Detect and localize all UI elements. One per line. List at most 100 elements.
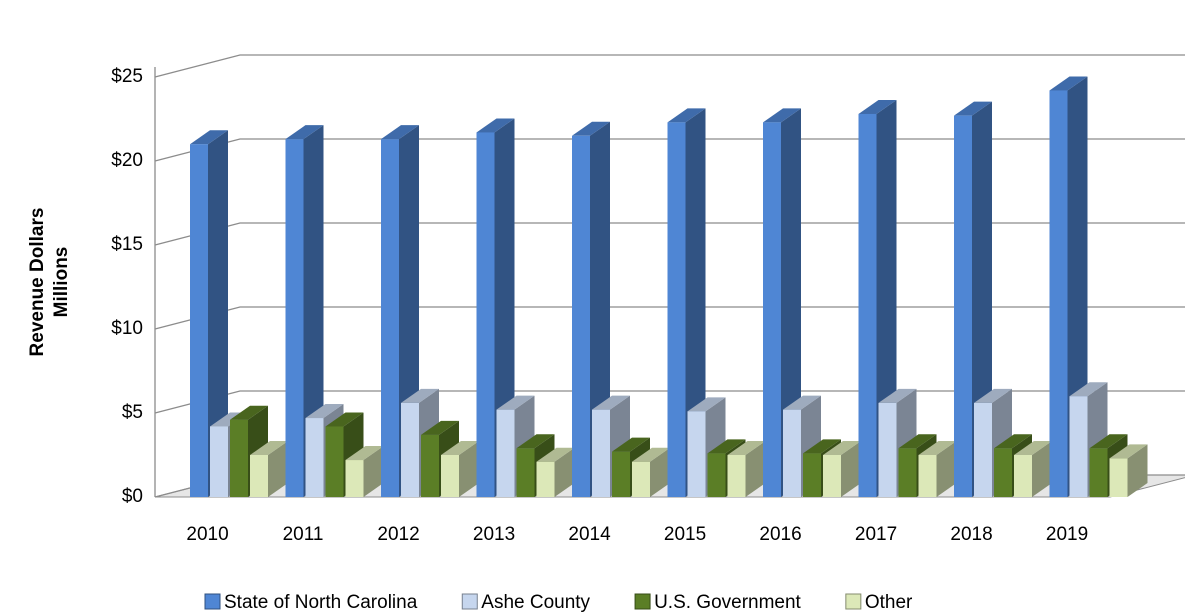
- bar-top: [1049, 76, 1088, 91]
- y-tick-label: $15: [111, 234, 143, 255]
- bar: [1014, 455, 1032, 497]
- x-tick-label: 2016: [759, 524, 801, 545]
- bar: [878, 402, 897, 497]
- bar-top: [667, 108, 706, 123]
- bar: [974, 402, 992, 497]
- bar-top: [974, 388, 1012, 403]
- bar: [250, 455, 268, 497]
- bar: [210, 426, 228, 497]
- bar-top: [476, 118, 515, 133]
- bar-top: [707, 439, 746, 454]
- bar-top: [441, 441, 479, 455]
- bar-top: [898, 434, 937, 449]
- bar: [1109, 458, 1128, 497]
- bar: [898, 448, 917, 497]
- bar-side: [363, 446, 384, 497]
- x-tick-label: 2014: [568, 524, 611, 545]
- bar: [727, 455, 746, 497]
- bar: [687, 411, 706, 497]
- bar: [305, 418, 324, 497]
- bar: [632, 461, 650, 497]
- bar-top: [536, 447, 575, 462]
- bar: [612, 451, 630, 497]
- bar: [763, 122, 781, 498]
- bar-side: [459, 441, 479, 497]
- legend-swatch: [634, 593, 651, 610]
- bar-side: [1127, 444, 1148, 497]
- legend-label: Other: [865, 592, 913, 613]
- bar-top: [632, 447, 670, 462]
- bar-top: [918, 441, 957, 455]
- bar-side: [685, 108, 706, 498]
- y-tick-label: $25: [111, 66, 143, 87]
- bar-side: [554, 447, 575, 497]
- bar-top: [305, 404, 344, 419]
- bar-top: [1014, 441, 1052, 455]
- bar: [1069, 396, 1088, 497]
- bar-top: [954, 101, 992, 116]
- x-tick-label: 2011: [283, 524, 324, 545]
- bar: [918, 455, 937, 497]
- bar-top: [783, 395, 821, 410]
- y-axis-label: Millions: [51, 247, 72, 318]
- x-tick-label: 2018: [950, 524, 992, 545]
- bar: [401, 402, 419, 497]
- bar-top: [727, 441, 766, 455]
- y-tick-label: $10: [111, 318, 143, 339]
- bar-side: [841, 441, 861, 497]
- y-tick-label: $0: [122, 486, 143, 507]
- bar-top: [823, 441, 861, 455]
- bar-top: [803, 439, 841, 454]
- y-axis-label: Revenue Dollars: [27, 208, 48, 357]
- bar: [1049, 90, 1068, 497]
- x-tick-label: 2013: [473, 524, 515, 545]
- legend-label: State of North Carolina: [224, 592, 418, 613]
- bar-top: [612, 437, 650, 452]
- x-tick-label: 2012: [377, 524, 419, 545]
- bar: [421, 434, 439, 497]
- legend-swatch: [845, 593, 862, 610]
- bar-top: [878, 388, 917, 403]
- x-tick-label: 2010: [186, 524, 228, 545]
- bar-side: [303, 125, 324, 497]
- bar-side: [208, 130, 228, 497]
- bar: [190, 144, 208, 497]
- bar: [325, 426, 344, 497]
- bar-top: [592, 395, 630, 410]
- bar-top: [325, 412, 364, 427]
- legend-label: Ashe County: [481, 592, 590, 613]
- bar: [858, 113, 877, 498]
- legend-swatch: [204, 593, 221, 610]
- bar-top: [345, 446, 384, 461]
- bar-side: [1032, 441, 1052, 497]
- y-tick-label: $5: [122, 402, 143, 423]
- bar: [783, 409, 801, 497]
- bar: [994, 448, 1012, 497]
- bar-top: [190, 130, 228, 145]
- legend-swatch: [461, 593, 478, 610]
- bar-top: [250, 441, 288, 455]
- bar-top: [1069, 382, 1108, 397]
- bar-top: [421, 420, 459, 435]
- bar: [1089, 448, 1108, 497]
- bar-side: [936, 441, 957, 497]
- bar-top: [687, 397, 726, 412]
- bar: [381, 139, 399, 497]
- bar-side: [781, 108, 801, 498]
- bar-side: [268, 441, 288, 497]
- bar: [823, 455, 841, 497]
- bar-top: [496, 395, 535, 410]
- bar: [441, 455, 459, 497]
- bar: [572, 135, 590, 498]
- bar-top: [1089, 434, 1128, 449]
- bar-top: [994, 434, 1032, 449]
- bar: [496, 409, 515, 497]
- bar: [516, 448, 535, 497]
- y-tick-label: $20: [111, 150, 143, 171]
- bar: [803, 453, 821, 497]
- bar: [592, 409, 610, 497]
- bar-top: [572, 121, 610, 136]
- bar-top: [381, 125, 419, 140]
- bar-top: [858, 99, 897, 114]
